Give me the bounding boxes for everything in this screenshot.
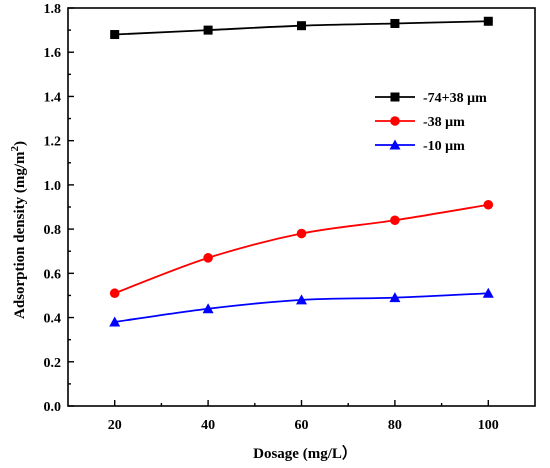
- data-point: [110, 30, 120, 40]
- legend-marker: [390, 116, 400, 126]
- y-tick-label: 1.0: [44, 179, 62, 194]
- legend-item: -38 μm: [375, 115, 465, 130]
- data-point: [203, 25, 213, 35]
- series-1: [110, 16, 493, 40]
- legend-marker: [390, 92, 400, 102]
- x-tick-label: 100: [478, 418, 499, 433]
- y-tick-label: 1.6: [44, 46, 62, 61]
- series-line: [114, 203, 489, 295]
- y-tick-label: 1.4: [44, 90, 62, 105]
- data-point: [296, 294, 307, 305]
- series-3: [109, 287, 494, 327]
- data-point: [203, 253, 213, 263]
- data-point: [483, 199, 494, 210]
- x-tick-label: 20: [108, 418, 122, 433]
- data-point: [390, 18, 400, 28]
- data-point: [297, 21, 306, 31]
- ticks: 20 40 60 80 100 0.0 0.2 0.4 0.6 0.8 1.0 1.2 1.4 1.6 1.…: [44, 2, 499, 433]
- data-point: [390, 215, 400, 226]
- data-point: [109, 316, 121, 327]
- series-layer: [109, 16, 494, 327]
- series-2: [109, 199, 494, 299]
- y-tick-label: 0.2: [44, 356, 62, 371]
- x-axis-title: Dosage (mg/L）: [253, 444, 357, 462]
- axes: [67, 7, 536, 407]
- y-axis-title: Adsorption density (mg/m2): [9, 141, 28, 319]
- data-point: [202, 303, 214, 314]
- x-tick-label: 80: [388, 418, 402, 433]
- legend-label: -74+38 μm: [423, 91, 487, 106]
- y-tick-label: 1.2: [44, 135, 62, 150]
- y-axis-title-close: ): [12, 141, 28, 146]
- y-tick-label: 1.8: [44, 2, 62, 17]
- y-tick-label: 0.0: [44, 400, 62, 415]
- legend-item: -74+38 μm: [375, 91, 487, 106]
- data-point: [296, 228, 307, 239]
- legend: -74+38 μm -38 μm -10 μm: [375, 91, 487, 154]
- x-tick-label: 40: [201, 418, 215, 433]
- y-tick-label: 0.8: [44, 223, 62, 238]
- legend-label: -38 μm: [423, 115, 465, 130]
- legend-label: -10 μm: [423, 139, 465, 154]
- legend-item: -10 μm: [375, 139, 465, 154]
- data-point: [482, 287, 494, 298]
- data-point: [389, 292, 401, 303]
- y-axis-title-main: Adsorption density (mg/m: [12, 151, 28, 319]
- y-axis-title-superscript: 2: [9, 145, 21, 151]
- data-point: [483, 16, 493, 26]
- y-tick-label: 0.4: [44, 312, 62, 327]
- legend-marker: [389, 139, 401, 150]
- y-tick-label: 0.6: [44, 267, 62, 282]
- plot-frame: [67, 7, 536, 407]
- data-point: [109, 288, 120, 299]
- x-tick-label: 60: [295, 418, 309, 433]
